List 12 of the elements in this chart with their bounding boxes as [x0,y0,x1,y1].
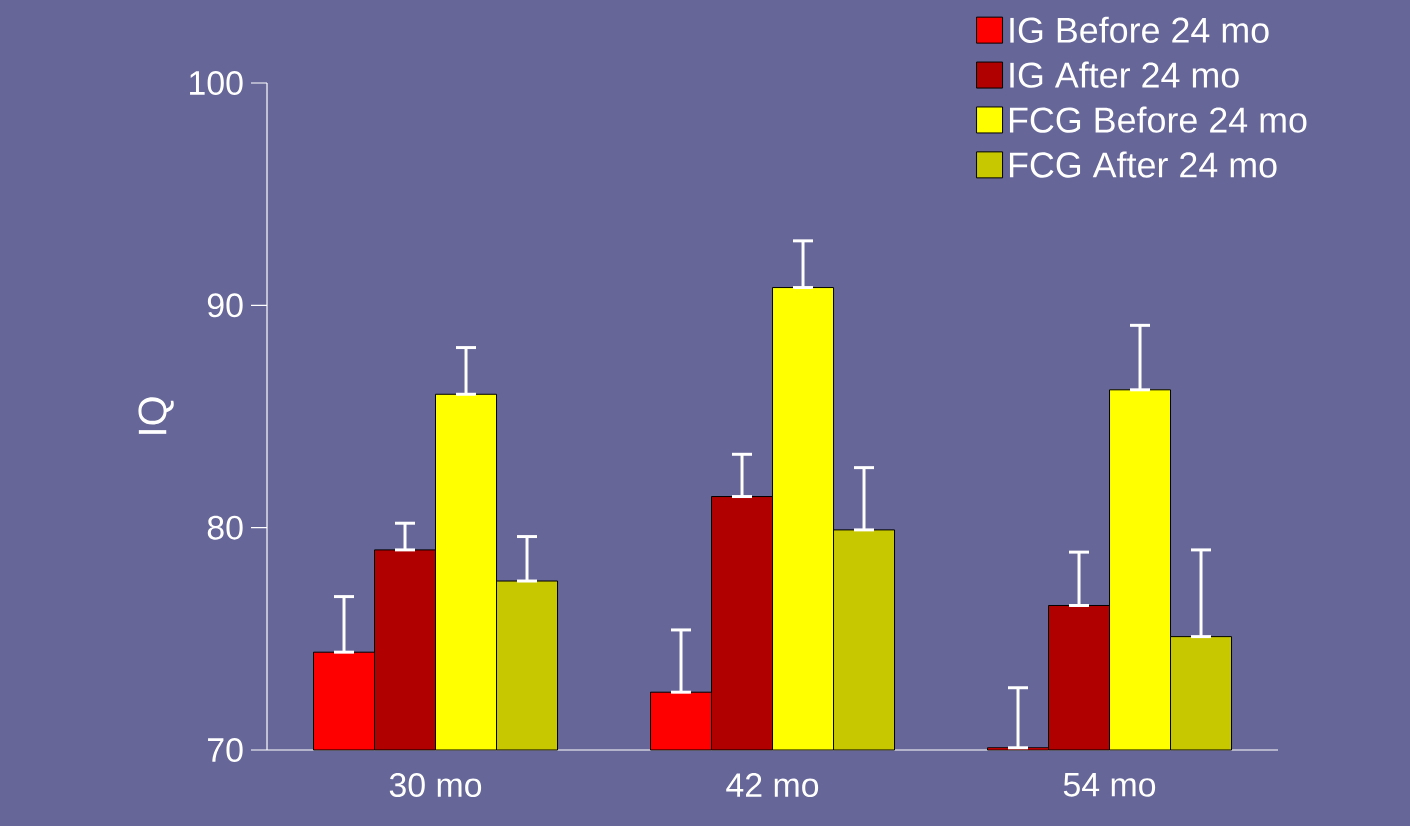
legend-label: FCG Before 24 mo [1009,106,1307,133]
y-tick-label: 80 [207,515,243,540]
legend-label: IG Before 24 mo [1010,16,1269,43]
legend-label: IG After 24 mo [1010,61,1239,88]
x-tick-label: 54 mo [1063,773,1156,797]
y-tick-label: 100 [190,71,243,95]
y-axis-title: IQ [138,397,174,434]
y-tick-label: 70 [208,738,243,762]
x-tick-label: 30 mo [389,773,482,798]
y-tick-label: 90 [207,293,243,318]
x-tick-label: 42 mo [726,773,819,798]
legend-label: FCG After 24 mo [1009,151,1277,178]
